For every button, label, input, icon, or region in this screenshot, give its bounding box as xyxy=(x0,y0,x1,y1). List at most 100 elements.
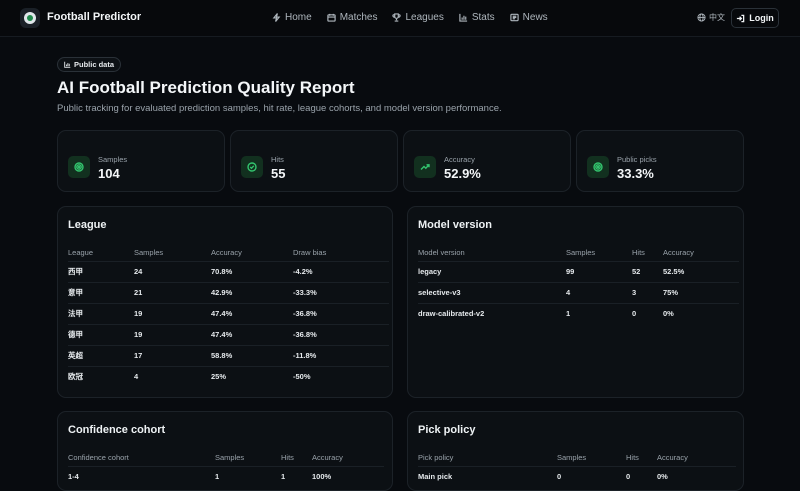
nav-news[interactable]: News xyxy=(509,12,548,23)
table-cell: 52.5% xyxy=(663,260,739,282)
table-cell: 德甲 xyxy=(68,323,134,345)
nav-matches[interactable]: Matches xyxy=(327,12,377,23)
confidence-panel-title: Confidence cohort xyxy=(68,424,166,436)
column-header: Confidence cohort xyxy=(68,453,129,463)
table-cell: 0% xyxy=(663,302,739,324)
table-row: draw-calibrated-v2 1 0 0% xyxy=(418,302,739,324)
column-header: Samples xyxy=(566,248,596,258)
calendar-icon xyxy=(327,13,336,22)
badge-label: Public data xyxy=(74,60,115,69)
target-icon xyxy=(587,156,609,178)
column-header: Accuracy xyxy=(312,453,343,463)
confidence-cohort-table: Confidence cohort Samples Hits Accuracy 1-4 1… xyxy=(68,450,384,487)
confidence-cohort-panel: Confidence cohort Confidence cohort Sampl… xyxy=(57,411,393,491)
page-title: AI Football Prediction Quality Report xyxy=(57,78,355,97)
table-row: Main pick 0 0 0% xyxy=(418,465,736,487)
table-cell: draw-calibrated-v2 xyxy=(418,302,566,324)
table-cell: 0 xyxy=(557,465,626,487)
lightning-icon xyxy=(272,13,281,22)
pick-policy-table: Pick policy Samples Hits Accuracy Main pick 0… xyxy=(418,450,736,487)
pick-policy-panel-title: Pick policy xyxy=(418,424,476,436)
table-cell: 4 xyxy=(566,281,632,303)
stat-value: 52.9% xyxy=(444,166,481,181)
column-header: Samples xyxy=(215,453,245,463)
column-header: Pick policy xyxy=(418,453,454,463)
column-header: Samples xyxy=(557,453,587,463)
table-cell: 西甲 xyxy=(68,260,134,282)
model-panel-title: Model version xyxy=(418,219,492,231)
stat-label: Accuracy xyxy=(444,155,475,164)
stat-value: 55 xyxy=(271,166,286,181)
table-cell: 99 xyxy=(566,260,632,282)
nav-home-label: Home xyxy=(285,12,312,23)
nav-leagues-label: Leagues xyxy=(405,12,444,23)
language-label: 中文 xyxy=(709,13,725,22)
stat-card-public-picks: Public picks 33.3% xyxy=(576,130,744,192)
table-row: selective-v3 4 3 75% xyxy=(418,281,739,303)
column-header: Accuracy xyxy=(657,453,688,463)
table-row: 西甲 24 70.8% -4.2% xyxy=(68,260,389,282)
table-cell: -33.3% xyxy=(293,281,389,303)
table-cell: 1 xyxy=(215,465,281,487)
column-header: Accuracy xyxy=(211,248,242,258)
table-cell: 0% xyxy=(657,465,736,487)
table-row: 欧冠 4 25% -50% xyxy=(68,365,389,387)
league-table: League Samples Accuracy Draw bias 西甲 24 70.8% -… xyxy=(68,245,389,387)
column-header: Model version xyxy=(418,248,465,258)
column-header: Samples xyxy=(134,248,164,258)
column-header: League xyxy=(68,248,94,258)
language-switch[interactable]: 中文 xyxy=(697,12,725,23)
stat-label: Samples xyxy=(98,155,128,164)
table-cell: 58.8% xyxy=(211,344,293,366)
model-version-table: Model version Samples Hits Accuracy legacy 99… xyxy=(418,245,739,324)
table-cell: 19 xyxy=(134,323,211,345)
table-cell: 17 xyxy=(134,344,211,366)
table-cell: 英超 xyxy=(68,344,134,366)
column-header: Hits xyxy=(626,453,639,463)
table-cell: 42.9% xyxy=(211,281,293,303)
table-cell: 19 xyxy=(134,302,211,324)
table-cell: selective-v3 xyxy=(418,281,566,303)
stat-value: 104 xyxy=(98,166,120,181)
table-cell: 1 xyxy=(566,302,632,324)
table-header-row: Model version Samples Hits Accuracy xyxy=(418,245,739,261)
table-row: 英超 17 58.8% -11.8% xyxy=(68,344,389,366)
table-cell: 0 xyxy=(632,302,663,324)
stat-label: Public picks xyxy=(617,155,657,164)
login-button[interactable]: Login xyxy=(731,8,779,28)
stat-card-accuracy: Accuracy 52.9% xyxy=(403,130,571,192)
table-cell: 70.8% xyxy=(211,260,293,282)
league-panel-title: League xyxy=(68,219,107,231)
table-cell: 47.4% xyxy=(211,302,293,324)
table-cell: 欧冠 xyxy=(68,365,134,387)
table-cell: 1-4 xyxy=(68,465,215,487)
table-cell: 100% xyxy=(312,465,384,487)
table-cell: 4 xyxy=(134,365,211,387)
table-row: 意甲 21 42.9% -33.3% xyxy=(68,281,389,303)
bar-chart-icon xyxy=(64,61,71,68)
table-cell: 法甲 xyxy=(68,302,134,324)
table-header-row: Confidence cohort Samples Hits Accuracy xyxy=(68,450,384,466)
nav-leagues[interactable]: Leagues xyxy=(392,12,444,23)
table-cell: -36.8% xyxy=(293,302,389,324)
table-header-row: Pick policy Samples Hits Accuracy xyxy=(418,450,736,466)
table-cell: Main pick xyxy=(418,465,557,487)
table-cell: 1 xyxy=(281,465,312,487)
table-row: 1-4 1 1 100% xyxy=(68,465,384,487)
table-cell: 意甲 xyxy=(68,281,134,303)
table-header-row: League Samples Accuracy Draw bias xyxy=(68,245,389,261)
column-header: Hits xyxy=(281,453,294,463)
table-cell: 47.4% xyxy=(211,323,293,345)
table-cell: 25% xyxy=(211,365,293,387)
football-logo-icon[interactable] xyxy=(20,8,40,28)
table-cell: 52 xyxy=(632,260,663,282)
column-header: Hits xyxy=(632,248,645,258)
stat-card-samples: Samples 104 xyxy=(57,130,225,192)
brand-name[interactable]: Football Predictor xyxy=(47,11,142,23)
table-row: 法甲 19 47.4% -36.8% xyxy=(68,302,389,324)
table-cell: 0 xyxy=(626,465,657,487)
nav-stats-label: Stats xyxy=(471,12,495,23)
nav-home[interactable]: Home xyxy=(272,12,312,23)
nav-stats[interactable]: Stats xyxy=(459,12,495,23)
table-row: legacy 99 52 52.5% xyxy=(418,260,739,282)
